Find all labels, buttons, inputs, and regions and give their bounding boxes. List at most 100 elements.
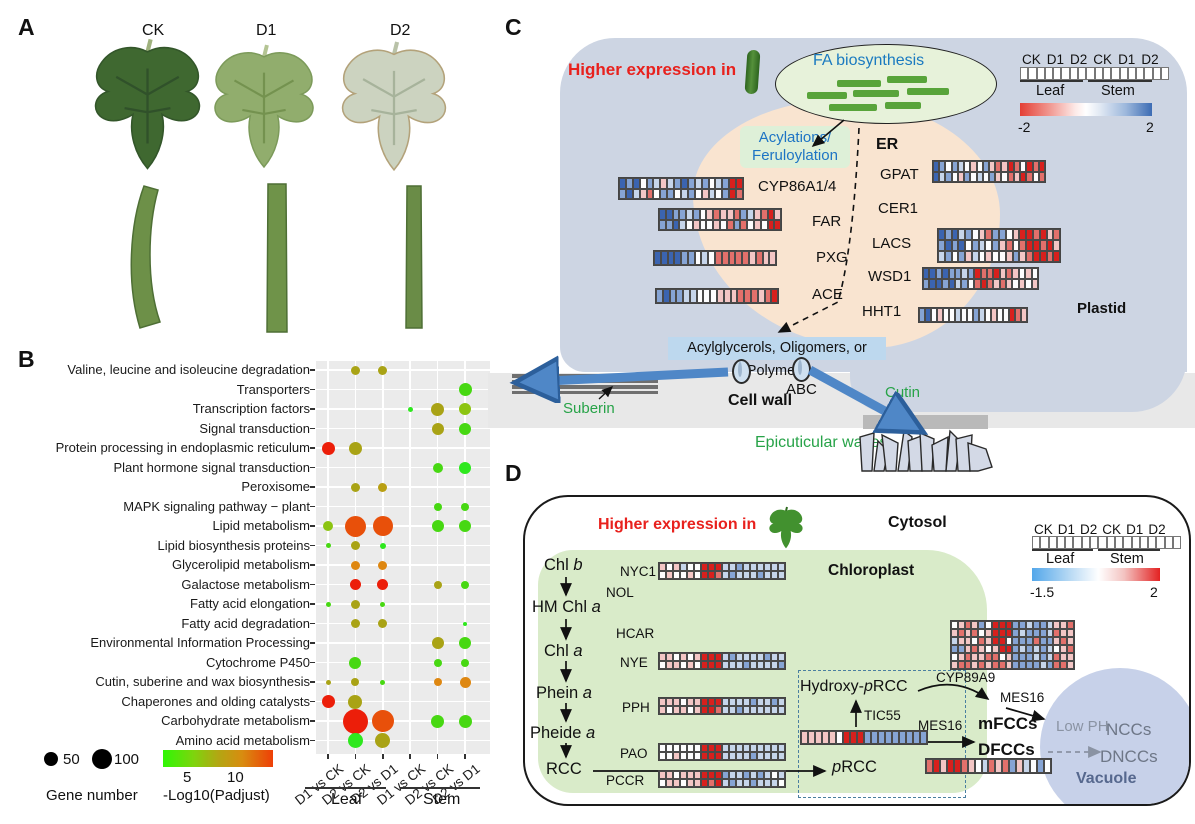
heatmap-cell	[1046, 629, 1054, 637]
heatmap-cell	[681, 251, 688, 265]
heatmap-cell	[744, 289, 751, 303]
gridline-h	[316, 505, 490, 508]
heatmap-cell	[1025, 268, 1032, 279]
heatmap-cell	[960, 759, 968, 773]
heatmap-cell	[933, 171, 940, 182]
scale-square	[1148, 536, 1157, 549]
heatmap-cell	[659, 653, 666, 661]
axis-tick-left	[310, 466, 315, 469]
heatmap-cell	[944, 229, 952, 240]
heatmap-cell	[923, 268, 930, 279]
higher-expression-text-d: Higher expression in	[598, 516, 757, 533]
heatmap-cell	[1015, 308, 1021, 322]
scale-square	[1144, 67, 1153, 80]
data-dot	[459, 403, 471, 415]
prcc-dashed-box	[798, 670, 966, 798]
heatmap-cell	[778, 661, 785, 669]
heatmap-cell	[694, 771, 701, 779]
heatmap-cell	[978, 621, 986, 629]
heatmap-cell	[743, 706, 750, 714]
heatmap-cell	[1053, 629, 1061, 637]
heatmap-cell	[1012, 621, 1020, 629]
heatmap-cell	[701, 744, 708, 752]
heatmap-cell	[1053, 240, 1061, 251]
heatmap-cell	[932, 759, 940, 773]
heatmap-row	[654, 251, 777, 265]
heatmap-scale-squares-d	[1032, 536, 1182, 549]
data-dot	[380, 679, 386, 685]
heatmap-cell	[1053, 251, 1061, 262]
gridline-h	[316, 700, 490, 703]
heatmap-cell	[757, 752, 764, 760]
heatmap-cell	[708, 779, 715, 787]
heatmap-nyc1	[658, 562, 786, 580]
heatmap-cell	[666, 706, 673, 714]
data-dot	[351, 678, 360, 686]
heatmap-cell	[1012, 229, 1020, 240]
heatmap-cell	[757, 653, 764, 661]
heatmap-cell	[656, 289, 663, 303]
heatmap-cell	[942, 278, 949, 289]
heatmap-cell	[699, 219, 707, 230]
heatmap-cell	[974, 278, 981, 289]
heatmap-cell	[978, 661, 986, 669]
data-dot	[431, 637, 444, 649]
gene-label-far: FAR	[812, 213, 842, 230]
heatmap-cell	[736, 661, 743, 669]
mes16-label-upper: MES16	[1000, 690, 1045, 705]
data-dot	[344, 515, 366, 537]
heatmap-cell	[729, 698, 736, 706]
heatmap-cell	[660, 178, 668, 189]
heatmap-cell	[757, 661, 764, 669]
heatmap-cell	[692, 209, 700, 220]
heatmap-cell	[967, 278, 975, 289]
heatmap-cell	[687, 178, 695, 189]
heatmap-cell	[980, 278, 987, 289]
abc-label: ABC	[786, 381, 817, 398]
gridline-v	[382, 361, 384, 754]
heatmap-cell	[953, 759, 961, 773]
transporter-icon-1	[732, 359, 751, 384]
heatmap-cell	[1046, 661, 1054, 669]
heatmap-cell	[736, 563, 743, 571]
heatmap-scale-squares-c	[1020, 67, 1170, 80]
heatmap-cell	[715, 698, 722, 706]
scale-sample-label: CK	[1102, 522, 1122, 537]
heatmap-cell	[708, 188, 716, 199]
heatmap-cell	[933, 161, 940, 172]
heatmap-cell	[771, 661, 778, 669]
heatmap-cell	[957, 161, 965, 172]
heatmap-cell	[982, 171, 989, 182]
heatmap-cell	[948, 268, 955, 279]
heatmap-cell	[1021, 308, 1027, 322]
size-legend-dot-50	[44, 752, 58, 766]
data-dot	[375, 733, 391, 748]
heatmap-cell	[1019, 629, 1027, 637]
axis-tick-left	[310, 427, 315, 430]
heatmap-cell	[687, 563, 694, 571]
heatmap-cell	[681, 178, 688, 189]
heatmap-cell	[720, 219, 727, 230]
heatmap-row	[659, 771, 785, 779]
metabolite-label: RCC	[546, 760, 582, 778]
higher-expression-text-c: Higher expression in	[568, 60, 737, 79]
leaf-photo-d1	[214, 44, 314, 169]
heatmap-cell	[771, 779, 778, 787]
heatmap-cell	[757, 771, 764, 779]
heatmap-cell	[680, 752, 687, 760]
data-dot	[431, 714, 445, 728]
heatmap-cell	[1046, 637, 1054, 645]
heatmap-cell	[729, 752, 736, 760]
heatmap-cell	[639, 188, 647, 199]
axis-tick-left	[310, 369, 315, 371]
heatmap-cell	[964, 629, 972, 637]
heatmap-row	[933, 161, 1045, 172]
heatmap-cell	[1026, 240, 1033, 251]
heatmap-cell	[957, 661, 965, 669]
heatmap-row	[659, 661, 785, 669]
heatmap-cell	[764, 661, 771, 669]
heatmap-row	[659, 752, 785, 760]
data-dot	[432, 462, 443, 473]
heatmap-cell	[750, 661, 757, 669]
heatmap-cell	[666, 752, 673, 760]
